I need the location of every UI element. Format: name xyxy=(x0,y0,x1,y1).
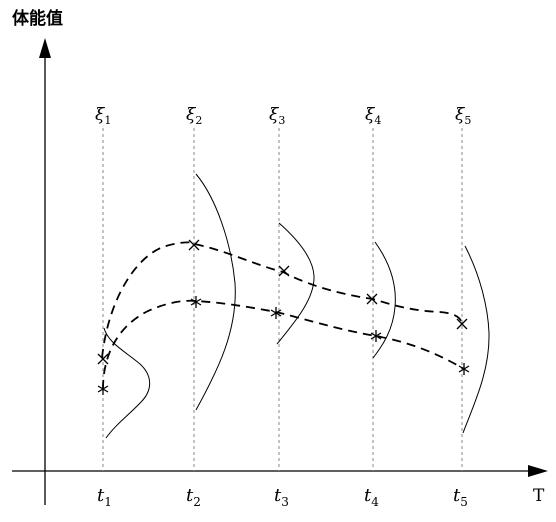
upper-trajectory xyxy=(101,241,463,359)
xi-label-1: ξ1 xyxy=(95,105,111,127)
x-marker-1 xyxy=(97,353,109,365)
asterisk-marker-3 xyxy=(270,307,282,319)
t-label-4: t4 xyxy=(364,485,379,509)
density-curve-1 xyxy=(103,327,151,439)
y-axis-label: 体能值 xyxy=(12,8,63,29)
upper-markers xyxy=(97,239,468,365)
x-marker-3 xyxy=(278,265,290,277)
x-marker-5 xyxy=(456,318,468,330)
t-label-5: t5 xyxy=(453,485,468,509)
asterisk-marker-2 xyxy=(190,296,202,308)
density-curve-5 xyxy=(462,245,490,434)
t-label-1: t1 xyxy=(97,485,112,509)
xi-label-2: ξ2 xyxy=(186,105,202,127)
x-marker-2 xyxy=(188,239,200,251)
asterisk-marker-4 xyxy=(370,330,382,342)
density-curve-3 xyxy=(276,222,315,345)
y-axis-arrow xyxy=(39,38,51,58)
x-axis-label: T xyxy=(533,486,545,506)
t-label-3: t3 xyxy=(274,485,289,509)
density-curve-4 xyxy=(372,241,396,359)
x-axis-arrow xyxy=(528,465,548,477)
xi-label-5: ξ5 xyxy=(455,105,471,127)
lower-trajectory xyxy=(102,299,465,390)
asterisk-marker-1 xyxy=(97,383,109,395)
asterisk-marker-5 xyxy=(458,363,470,375)
x-marker-4 xyxy=(366,293,378,305)
xi-label-3: ξ3 xyxy=(269,105,285,127)
lower-markers xyxy=(97,296,470,395)
t-label-2: t2 xyxy=(186,485,201,509)
density-curve-2 xyxy=(195,173,236,411)
xi-label-4: ξ4 xyxy=(365,105,381,127)
